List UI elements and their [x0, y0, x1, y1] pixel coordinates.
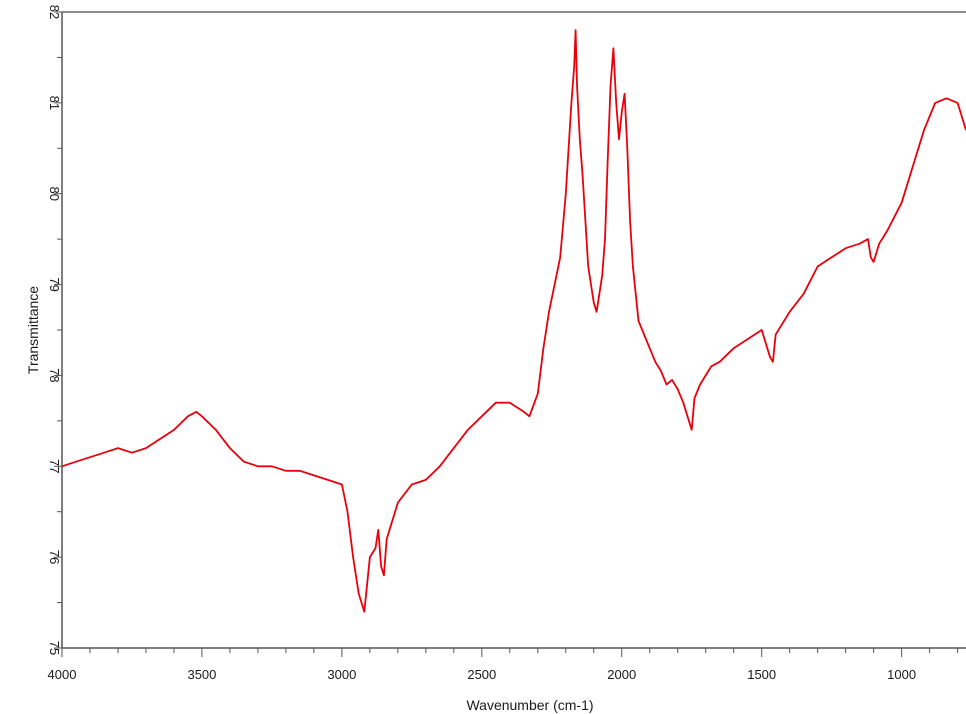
series-layer [61, 29, 966, 613]
x-tick-label: 4000 [48, 667, 77, 682]
spectrum-series-line [61, 29, 966, 613]
x-tick-label: 3000 [327, 667, 356, 682]
x-tick-label: 1000 [887, 667, 916, 682]
y-tick-label: 77 [47, 459, 62, 473]
y-tick-label: 76 [47, 550, 62, 564]
y-axis-title: Transmittance [25, 286, 41, 374]
x-tick-label: 2500 [467, 667, 496, 682]
y-tick-label: 80 [47, 186, 62, 200]
y-tick-label: 78 [47, 368, 62, 382]
x-axis-title: Wavenumber (cm-1) [466, 697, 593, 713]
x-axis-ticks: 4000 3500 3000 2500 2000 1500 1000 [48, 648, 959, 682]
y-tick-label: 81 [47, 96, 62, 110]
y-tick-label: 79 [47, 277, 62, 291]
y-tick-label: 82 [47, 5, 62, 19]
x-tick-label: 1500 [747, 667, 776, 682]
x-tick-label: 3500 [187, 667, 216, 682]
y-tick-label: 75 [47, 641, 62, 655]
y-axis-ticks: 75 76 77 78 79 80 81 82 [47, 5, 62, 655]
x-tick-label: 2000 [607, 667, 636, 682]
plot-area: 4000 3500 3000 2500 2000 1500 1000 75 76 77 78 79 8… [47, 5, 966, 682]
